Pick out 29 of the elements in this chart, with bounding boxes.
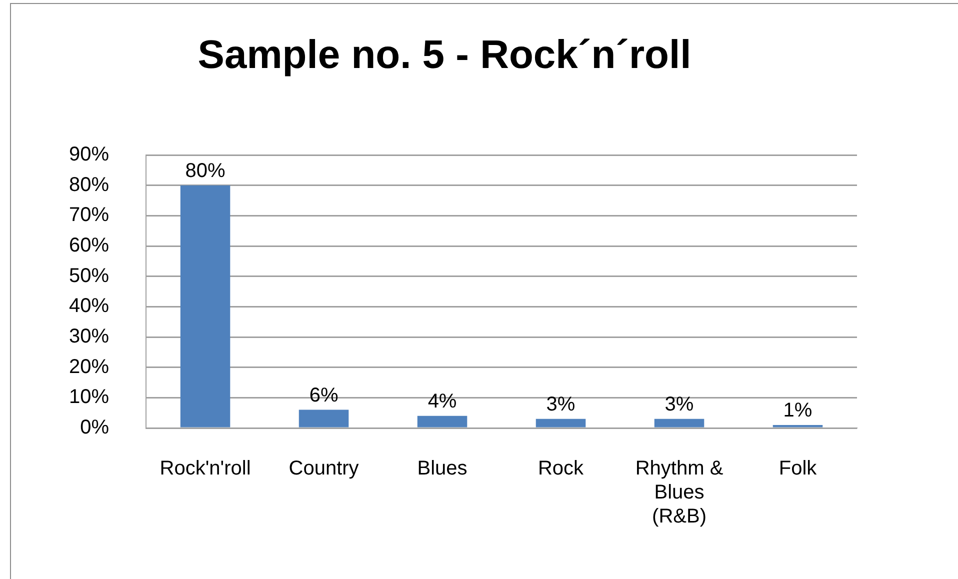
y-tick-label: 80% [69,174,110,196]
x-tick-label: Folk [778,458,818,480]
bar [417,416,468,428]
y-tick-label: 60% [69,234,110,257]
y-tick-label: 40% [69,295,110,318]
x-tick-label: Country [288,458,359,480]
y-tick-label: 30% [69,326,110,348]
y-tick-label: 20% [69,356,110,378]
x-tick-label: Rock [538,458,585,480]
data-label: 80% [185,160,226,182]
bar [772,424,823,428]
y-tick-label: 70% [69,204,110,226]
data-label: 1% [783,399,812,422]
x-tick-label: Rock'n'roll [160,458,251,480]
x-tick-label: Rhythm & Blues (R&B) [635,458,724,528]
y-tick-label: 0% [80,416,110,439]
data-label: 3% [664,393,694,416]
data-label: 3% [546,393,576,416]
chart-title: Sample no. 5 - Rock´n´roll [198,33,692,78]
y-tick-label: 10% [69,386,110,408]
y-tick-label: 50% [69,264,110,287]
x-tick-label: Blues [417,458,468,480]
bar [298,410,349,428]
data-label: 6% [309,384,338,406]
y-tick-label: 90% [69,144,110,166]
bar [654,418,704,428]
data-label: 4% [428,390,457,412]
bar [180,185,230,428]
bar [536,418,586,428]
